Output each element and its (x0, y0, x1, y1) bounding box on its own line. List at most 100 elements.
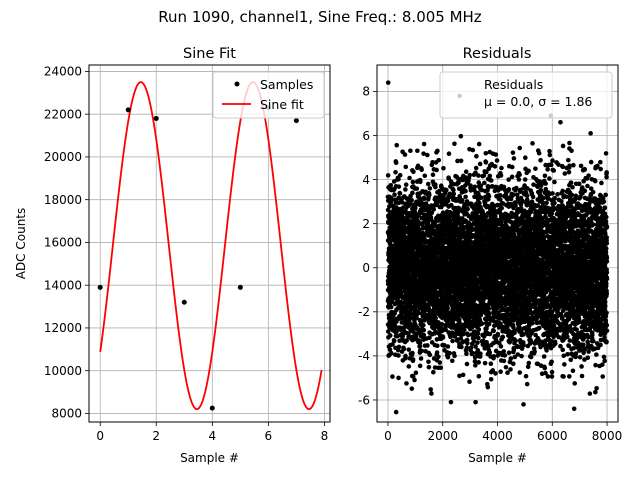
sine-fit-ytick-label-8: 24000 (44, 65, 82, 79)
sine-fit-ylabel: ADC Counts (14, 208, 28, 280)
residual-point (425, 343, 430, 348)
residual-point (483, 150, 489, 156)
residual-point (476, 141, 482, 147)
sine-fit-legend-box (212, 71, 325, 119)
residual-point (406, 331, 411, 336)
residual-point (459, 344, 464, 350)
residual-point (385, 329, 391, 334)
residual-point (497, 192, 503, 198)
residual-point (450, 338, 455, 344)
residual-point (501, 349, 507, 354)
residual-point (519, 353, 524, 359)
residual-point (434, 350, 440, 355)
residual-point (385, 173, 391, 178)
residual-point (413, 370, 419, 376)
sine-fit-xtick-label-2: 4 (208, 429, 216, 443)
residual-point (476, 360, 481, 365)
residual-point (406, 347, 412, 352)
sine-fit-ticks: 0 2 4 6 880001000012000140001600018000200002… (44, 65, 328, 443)
residual-point (419, 167, 424, 173)
residual-point (441, 165, 446, 171)
residual-point (486, 306, 492, 311)
residual-point (464, 361, 470, 367)
residual-point (410, 357, 416, 362)
residual-point (412, 377, 417, 383)
residual-point (485, 384, 491, 390)
residual-point (421, 141, 427, 147)
sine-fit-curve (99, 81, 323, 411)
residual-point (488, 178, 494, 183)
sine-fit-ytick-label-4: 16000 (44, 236, 82, 250)
residual-point (478, 195, 484, 200)
residual-point (403, 187, 408, 192)
sine-fit-ytick-label-7: 22000 (44, 107, 82, 121)
residuals-title: Residuals (463, 46, 532, 62)
residual-point (510, 150, 516, 155)
residual-point (476, 327, 482, 332)
residual-point (412, 205, 418, 211)
residual-point (416, 219, 421, 225)
residual-point (488, 376, 494, 382)
residual-point (508, 356, 514, 361)
residual-point (417, 363, 423, 369)
residual-point (498, 173, 504, 178)
residual-point (433, 184, 438, 190)
sample-point-3 (181, 299, 187, 305)
residual-point (495, 331, 501, 337)
residual-point (392, 192, 397, 198)
residual-point (468, 345, 474, 350)
residual-point (436, 157, 442, 163)
residual-point (482, 180, 487, 186)
residual-point (417, 343, 423, 349)
residual-point (447, 350, 452, 356)
residual-point (416, 310, 421, 316)
sine-fit-legend: Samples Sine fit (212, 71, 325, 119)
residual-point (388, 304, 394, 310)
residual-point (434, 167, 439, 173)
residual-point (459, 197, 465, 203)
residual-point (468, 183, 473, 188)
residual-point (514, 185, 519, 191)
residual-point (402, 152, 408, 157)
residual-point (396, 353, 401, 358)
residual-point (483, 160, 489, 165)
residual-point (422, 173, 428, 179)
residual-point (452, 141, 457, 147)
residual-point (494, 158, 500, 163)
residual-point (414, 186, 420, 191)
sample-point-0 (97, 284, 103, 290)
residual-point (498, 344, 504, 349)
residual-point (389, 350, 394, 356)
residual-point (401, 346, 407, 352)
residual-point (396, 375, 401, 381)
residual-point (421, 332, 427, 338)
sample-point-1 (125, 107, 131, 113)
residual-point (392, 325, 398, 330)
residual-point (486, 193, 492, 199)
sine-fit-xtick-label-4: 8 (321, 429, 329, 443)
sine-fit-xtick-label-0: 0 (96, 429, 104, 443)
residual-point (430, 172, 436, 177)
residual-point (410, 190, 415, 196)
residual-point (472, 184, 478, 190)
residual-point (493, 371, 498, 376)
residual-point (445, 344, 451, 349)
residual-point (458, 158, 464, 164)
residual-point (417, 340, 423, 346)
sine-fit-panel: Sine Fit 0 2 4 6 880001000012000140001600018… (14, 46, 331, 465)
residual-point (487, 173, 493, 179)
residual-point (478, 351, 483, 356)
residual-point (503, 364, 509, 370)
residual-point (425, 152, 430, 158)
residuals-data (385, 80, 610, 415)
residual-point (396, 184, 402, 189)
residual-point (420, 322, 426, 328)
residual-point (431, 207, 437, 212)
sine-fit-ytick-label-3: 14000 (44, 278, 82, 292)
residual-point (427, 352, 433, 358)
residual-point (429, 391, 434, 396)
residual-point (410, 179, 416, 185)
residual-point (493, 152, 499, 157)
residual-point (409, 386, 415, 391)
